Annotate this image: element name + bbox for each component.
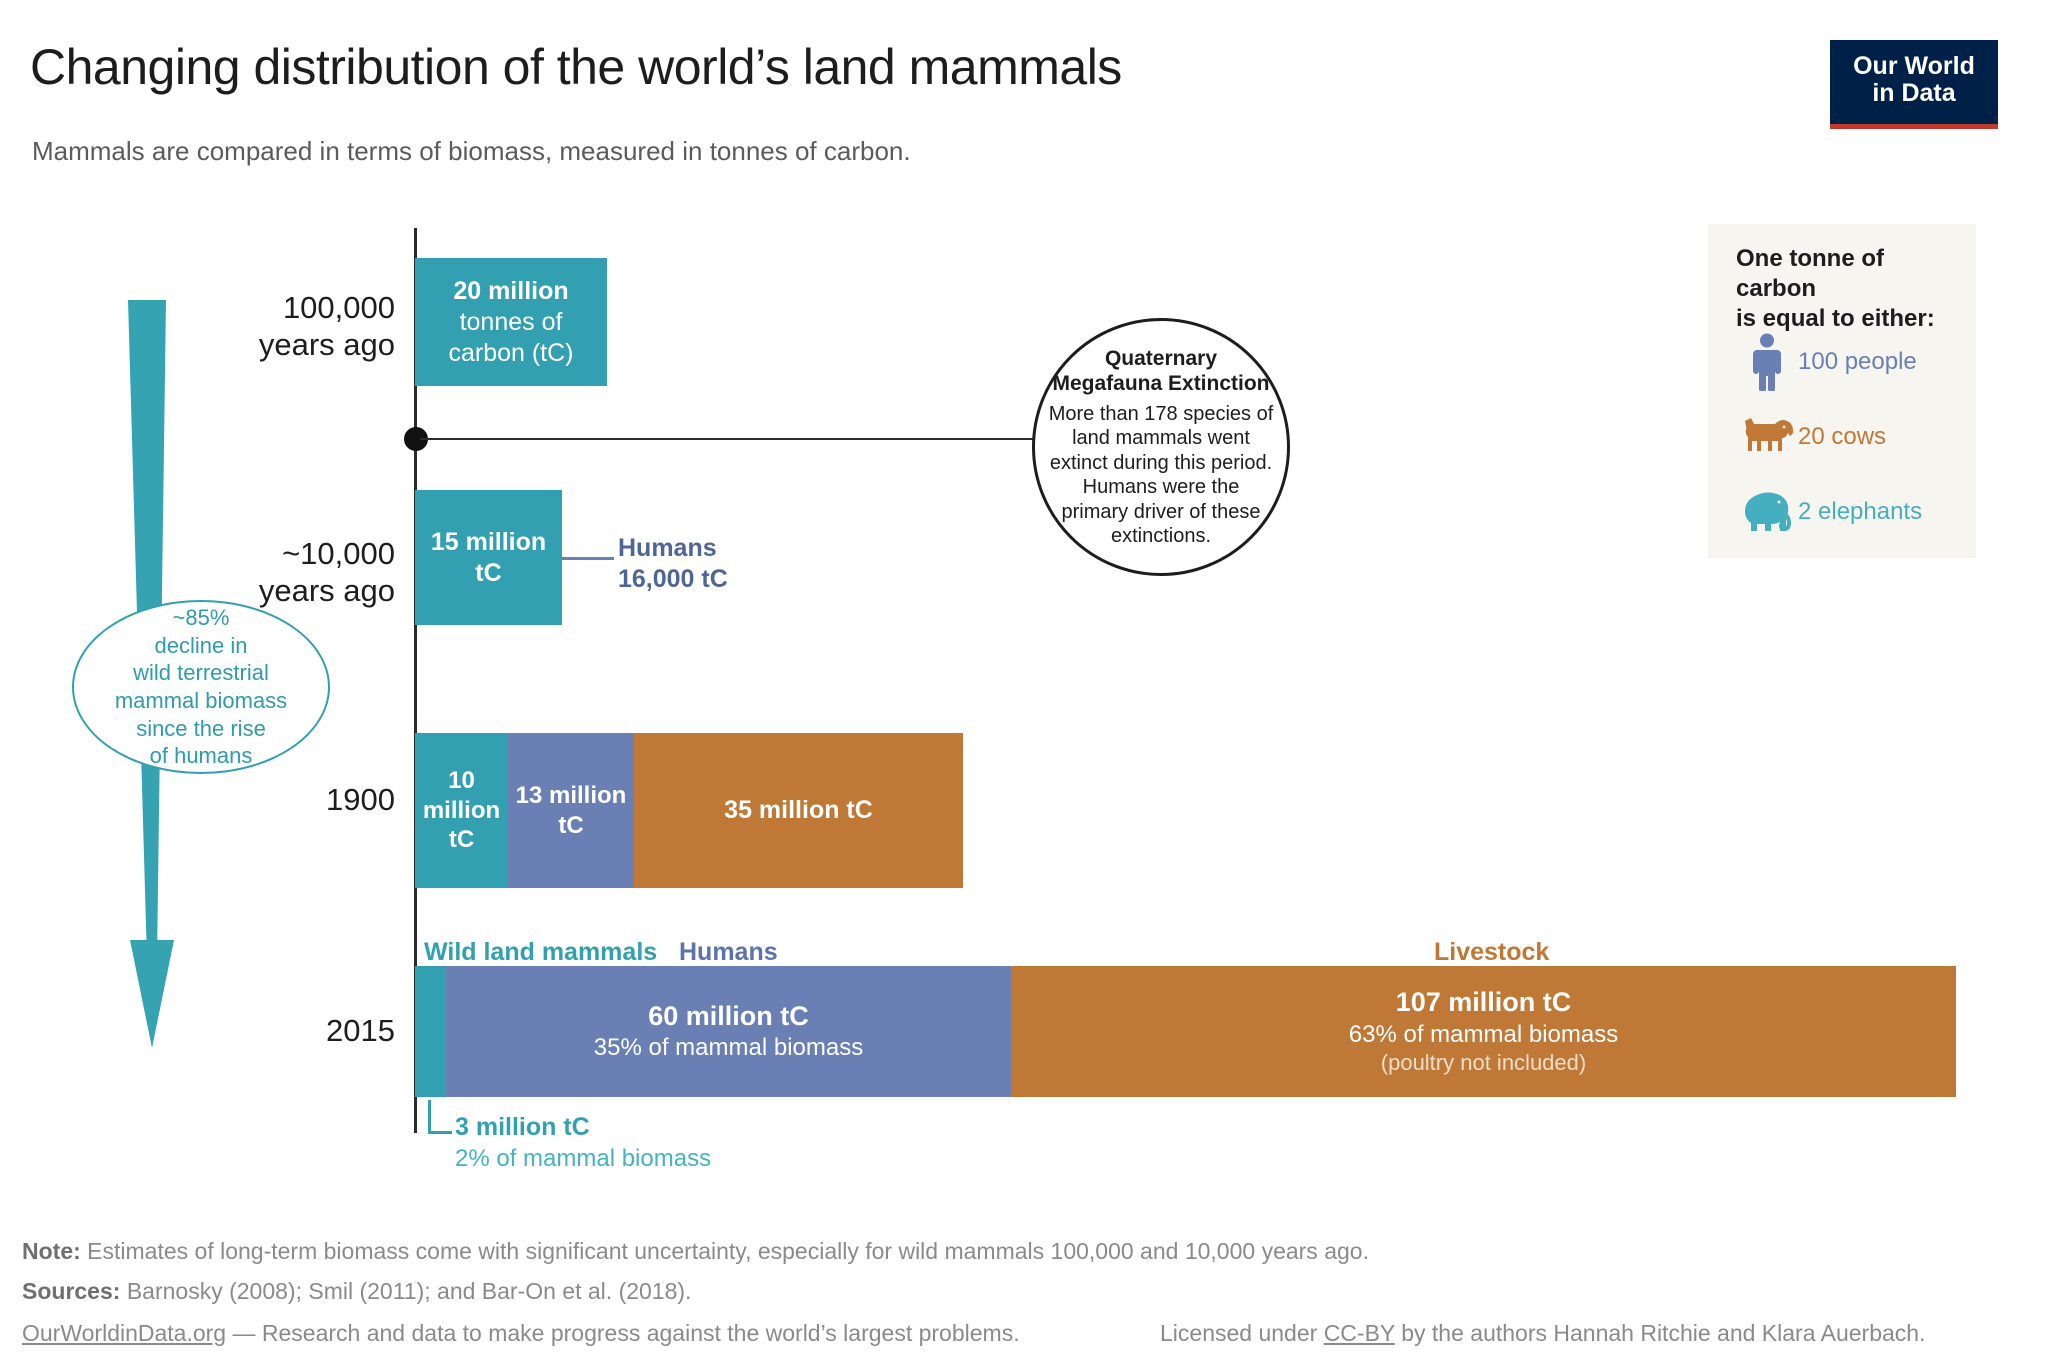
extinction-leader-line xyxy=(420,438,1060,440)
wild-2015-callout-line-horizontal xyxy=(428,1131,452,1134)
logo-accent-bar xyxy=(1830,124,1998,129)
bar-2015-livestock[interactable]: 107 million tC 63% of mammal biomass (po… xyxy=(1011,966,1956,1097)
owid-logo[interactable]: Our World in Data xyxy=(1830,40,1998,124)
row-label-10000-years-ago: ~10,000 years ago xyxy=(258,536,395,608)
bar-2015-wild-land-mammals[interactable] xyxy=(415,966,446,1097)
bar-2015-humans[interactable]: 60 million tC 35% of mammal biomass xyxy=(446,966,1011,1097)
bar-2015-livestock-value: 107 million tC xyxy=(1395,987,1572,1018)
bar-2015-livestock-share: 63% of mammal biomass xyxy=(1348,1020,1619,1048)
logo-line-2: in Data xyxy=(1872,79,1956,107)
footer-note-text: Estimates of long-term biomass come with… xyxy=(80,1238,1369,1264)
humans-10000-callout: Humans 16,000 tC xyxy=(618,533,848,596)
footer-license-pre: Licensed under xyxy=(1160,1320,1324,1346)
bar-2015-livestock-note: (poultry not included) xyxy=(1380,1050,1587,1076)
bar-1900-livestock[interactable]: 35 million tC xyxy=(634,733,963,888)
legend-label-humans: Humans xyxy=(679,938,778,966)
bar-100000-value-line2: tonnes of xyxy=(459,307,563,336)
legend-label-cows: 20 cows xyxy=(1798,423,1887,450)
legend-row-people: 100 people xyxy=(1736,330,1966,394)
unit-legend-title: One tonne of carbon is equal to either: xyxy=(1736,244,1966,333)
elephant-icon xyxy=(1736,489,1798,535)
footer-sources-text: Barnosky (2008); Smil (2011); and Bar-On… xyxy=(120,1278,692,1304)
bar-2015-wild-value: 3 million tC xyxy=(455,1113,590,1141)
quaternary-extinction-annotation: Quaternary Megafauna Extinction More tha… xyxy=(1032,318,1290,576)
decline-annotation-text: ~85% decline in wild terrestrial mammal … xyxy=(114,604,288,769)
row-label-1900: 1900 xyxy=(326,782,395,817)
footer-license: Licensed under CC-BY by the authors Hann… xyxy=(1160,1320,1925,1347)
legend-label-livestock: Livestock xyxy=(1434,938,1550,966)
bar-10000-wild-land-mammals[interactable]: 15 million tC xyxy=(415,490,562,625)
bar-2015-wild-share: 2% of mammal biomass xyxy=(455,1145,712,1172)
unit-legend-title-line2: is equal to either: xyxy=(1736,304,1935,332)
humans-10000-callout-label: Humans xyxy=(618,534,717,562)
footer-note: Note: Estimates of long-term biomass com… xyxy=(22,1238,1369,1265)
footer-tagline: — Research and data to make progress aga… xyxy=(226,1320,1020,1346)
footer-site-link[interactable]: OurWorldinData.org xyxy=(22,1320,227,1346)
bar-100000-value-line3: carbon (tC) xyxy=(448,338,574,367)
footer-license-post: by the authors Hannah Ritchie and Klara … xyxy=(1394,1320,1926,1346)
page-title: Changing distribution of the world’s lan… xyxy=(30,39,1122,95)
row-label-100000-years-ago: 100,000 years ago xyxy=(258,290,395,362)
footer-license-link[interactable]: CC-BY xyxy=(1323,1320,1395,1346)
unit-legend-title-line1: One tonne of carbon xyxy=(1736,245,1884,302)
legend-label-elephants: 2 elephants xyxy=(1798,498,1923,525)
legend-row-elephants: 2 elephants xyxy=(1736,484,1966,540)
humans-10000-callout-value: 16,000 tC xyxy=(618,565,728,594)
bar-2015-humans-value: 60 million tC xyxy=(648,1000,809,1031)
footer-note-label: Note: xyxy=(22,1238,81,1264)
logo-line-1: Our World xyxy=(1853,52,1975,80)
bar-100000-value-line1: 20 million xyxy=(453,276,569,305)
humans-10000-leader-line xyxy=(562,557,614,560)
bar-1900-livestock-value: 35 million tC xyxy=(724,796,873,824)
footer-site-line: OurWorldinData.org — Research and data t… xyxy=(22,1320,1020,1347)
legend-row-cows: 20 cows xyxy=(1736,410,1966,464)
bar-2015-humans-share: 35% of mammal biomass xyxy=(593,1034,864,1062)
footer-sources-label: Sources: xyxy=(22,1278,121,1304)
bar-1900-wild-value: 10 million tC xyxy=(422,766,501,854)
footer-sources: Sources: Barnosky (2008); Smil (2011); a… xyxy=(22,1278,691,1305)
bar-1900-humans-value: 13 million tC xyxy=(515,781,627,839)
extinction-body: More than 178 species of land mammals we… xyxy=(1048,403,1274,547)
bar-1900-humans[interactable]: 13 million tC xyxy=(508,733,634,888)
timeline-axis xyxy=(414,228,417,1133)
cow-icon xyxy=(1736,415,1798,459)
extinction-title-line1: Quaternary xyxy=(1104,346,1218,370)
extinction-title-line2: Megafauna Extinction xyxy=(1052,371,1270,395)
bar-10000-value: 15 million tC xyxy=(430,527,547,587)
legend-label-people: 100 people xyxy=(1798,348,1917,375)
legend-label-wild-land-mammals: Wild land mammals xyxy=(424,938,658,966)
decline-annotation: ~85% decline in wild terrestrial mammal … xyxy=(72,600,330,774)
wild-2015-callout-line-vertical xyxy=(428,1100,431,1134)
row-label-2015: 2015 xyxy=(326,1013,395,1048)
page-subtitle: Mammals are compared in terms of biomass… xyxy=(32,136,911,166)
bar-100000-wild-land-mammals[interactable]: 20 million tonnes of carbon (tC) xyxy=(415,258,607,386)
bar-1900-wild-land-mammals[interactable]: 10 million tC xyxy=(415,733,508,888)
person-icon xyxy=(1736,333,1798,391)
